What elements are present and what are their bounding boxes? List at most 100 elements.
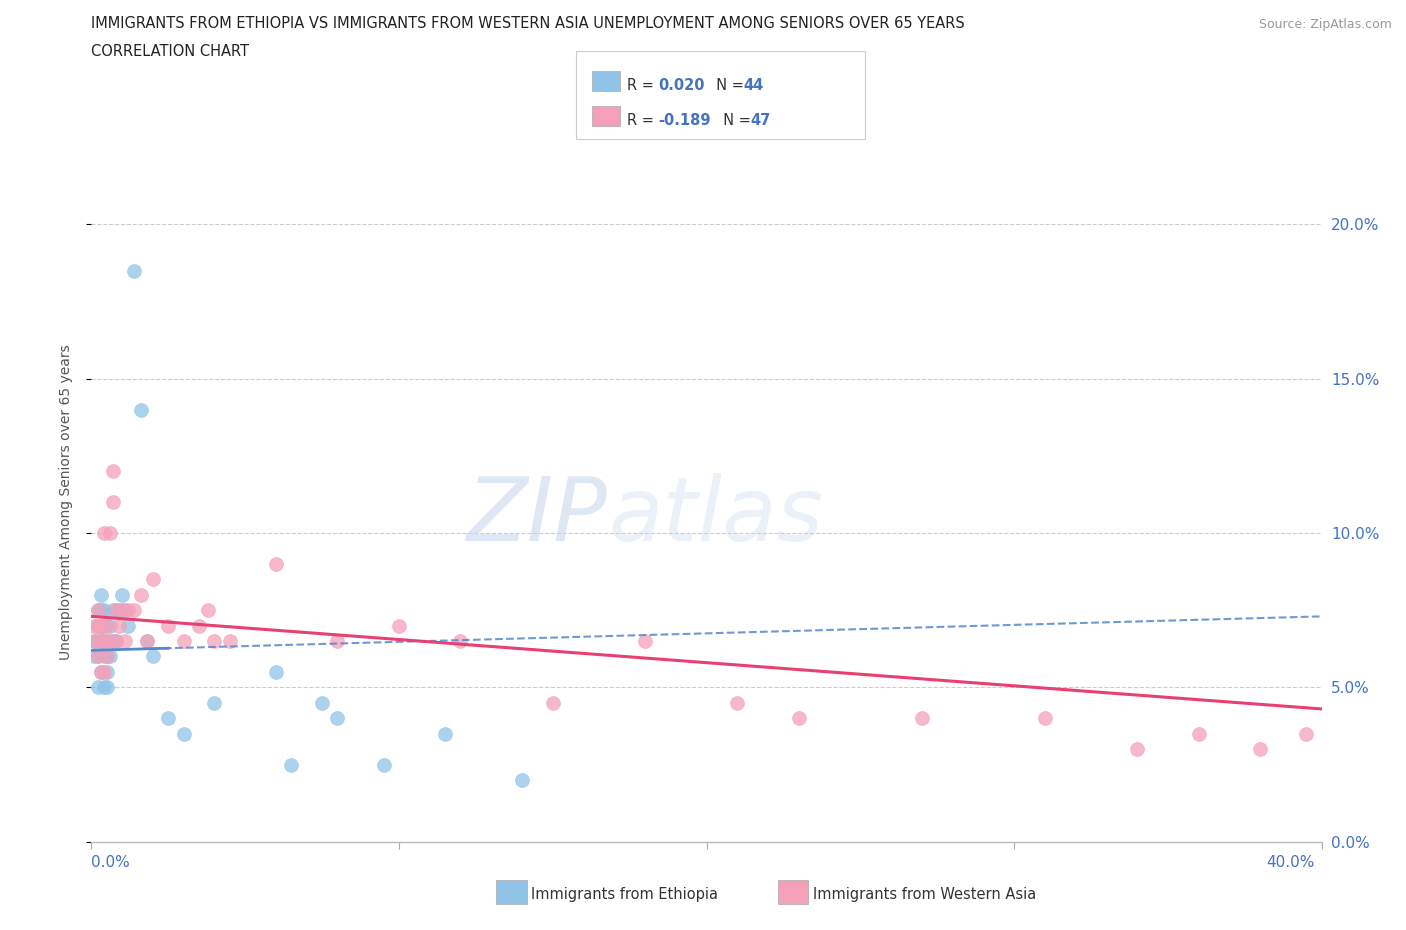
Point <box>93 680 115 695</box>
Point <box>98 649 121 664</box>
Text: 0.020: 0.020 <box>658 78 704 93</box>
Point <box>280 757 302 772</box>
Point <box>264 556 287 571</box>
Point <box>83 618 105 633</box>
Point <box>142 649 165 664</box>
Point <box>90 633 112 648</box>
Point <box>86 603 108 618</box>
Point <box>108 618 131 633</box>
Point <box>117 618 139 633</box>
Point <box>434 726 457 741</box>
Point <box>111 588 134 603</box>
Point <box>101 633 124 648</box>
Point <box>111 603 134 618</box>
Point <box>86 603 108 618</box>
Point <box>101 464 124 479</box>
Text: 40.0%: 40.0% <box>1267 855 1315 870</box>
Point <box>83 649 105 664</box>
Point <box>96 680 118 695</box>
Point <box>541 696 564 711</box>
Point <box>93 633 115 648</box>
Point <box>86 680 108 695</box>
Point <box>142 572 165 587</box>
Point <box>86 618 108 633</box>
Text: R =: R = <box>627 78 658 93</box>
Text: -0.189: -0.189 <box>658 113 710 128</box>
Text: R =: R = <box>627 113 658 128</box>
Point <box>326 633 349 648</box>
Point <box>264 665 287 680</box>
Point <box>157 618 180 633</box>
Point <box>93 525 115 540</box>
Point <box>157 711 180 725</box>
Point <box>326 711 349 725</box>
Point <box>108 603 131 618</box>
Text: 0.0%: 0.0% <box>91 855 131 870</box>
Point <box>135 633 157 648</box>
Point <box>96 618 118 633</box>
Point <box>311 696 333 711</box>
Text: ZIP: ZIP <box>467 472 607 559</box>
Text: IMMIGRANTS FROM ETHIOPIA VS IMMIGRANTS FROM WESTERN ASIA UNEMPLOYMENT AMONG SENI: IMMIGRANTS FROM ETHIOPIA VS IMMIGRANTS F… <box>91 16 965 31</box>
Point <box>197 603 219 618</box>
Point <box>90 588 112 603</box>
Point <box>173 726 195 741</box>
Point <box>86 618 108 633</box>
Point <box>129 588 152 603</box>
Text: Immigrants from Western Asia: Immigrants from Western Asia <box>813 887 1036 902</box>
Point <box>449 633 471 648</box>
Point <box>93 618 115 633</box>
Point <box>105 603 127 618</box>
Point <box>1033 711 1056 725</box>
Point <box>93 665 115 680</box>
Point <box>114 603 136 618</box>
Text: N =: N = <box>714 113 756 128</box>
Point <box>98 618 121 633</box>
Point <box>86 649 108 664</box>
Point <box>135 633 157 648</box>
Point <box>124 263 146 278</box>
Point <box>388 618 411 633</box>
Point <box>105 633 127 648</box>
Point <box>105 633 127 648</box>
Point <box>96 665 118 680</box>
Point <box>101 603 124 618</box>
Point <box>96 649 118 664</box>
Y-axis label: Unemployment Among Seniors over 65 years: Unemployment Among Seniors over 65 years <box>59 344 73 660</box>
Point <box>202 696 225 711</box>
Point <box>86 649 108 664</box>
Point <box>124 603 146 618</box>
Point <box>218 633 240 648</box>
Point <box>634 633 657 648</box>
Point <box>188 618 211 633</box>
Point <box>911 711 934 725</box>
Point <box>90 665 112 680</box>
Text: 44: 44 <box>744 78 763 93</box>
Point <box>90 665 112 680</box>
Point <box>725 696 748 711</box>
Point <box>98 633 121 648</box>
Text: N =: N = <box>707 78 749 93</box>
Point <box>93 649 115 664</box>
Point <box>114 633 136 648</box>
Point <box>510 773 533 788</box>
Text: CORRELATION CHART: CORRELATION CHART <box>91 44 249 59</box>
Point <box>1126 741 1149 756</box>
Text: 47: 47 <box>751 113 770 128</box>
Point <box>1249 741 1271 756</box>
Point <box>98 525 121 540</box>
Point <box>101 495 124 510</box>
Point <box>83 633 105 648</box>
Point <box>93 603 115 618</box>
Point <box>96 633 118 648</box>
Point <box>1187 726 1209 741</box>
Point <box>90 633 112 648</box>
Point <box>129 402 152 417</box>
Text: Immigrants from Ethiopia: Immigrants from Ethiopia <box>531 887 718 902</box>
Point <box>90 618 112 633</box>
Point <box>173 633 195 648</box>
Point <box>90 618 112 633</box>
Point <box>117 603 139 618</box>
Point <box>373 757 395 772</box>
Point <box>86 633 108 648</box>
